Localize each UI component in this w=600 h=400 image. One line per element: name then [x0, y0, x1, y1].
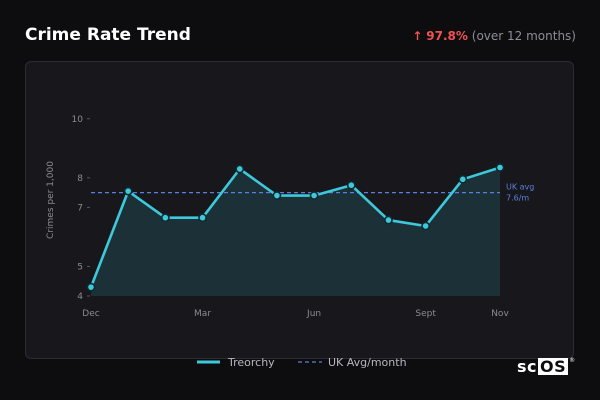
x-tick-label: Nov: [491, 309, 509, 319]
data-point[interactable]: [86, 282, 96, 292]
data-point[interactable]: [160, 213, 170, 223]
data-point[interactable]: [421, 221, 431, 231]
y-tick-label: 5: [77, 262, 83, 272]
y-tick-label: 7: [77, 203, 83, 213]
legend-series-label[interactable]: Treorchy: [227, 356, 275, 369]
y-tick-label: 8: [77, 174, 83, 184]
x-tick-label: Sept: [415, 309, 436, 319]
y-axis: 4 5 7 8 10: [72, 115, 90, 302]
data-point[interactable]: [123, 186, 133, 196]
x-tick-label: Mar: [194, 309, 211, 319]
trend-up-icon: ↑: [412, 29, 423, 43]
change-percent: 97.8%: [426, 29, 468, 43]
data-point[interactable]: [198, 213, 207, 223]
data-point[interactable]: [458, 174, 468, 184]
uk-average-value-label: 7.6/m: [506, 194, 529, 203]
uk-average-label: UK avg: [506, 183, 534, 192]
change-indicator: ↑ 97.8% (over 12 months): [412, 29, 576, 43]
legend-reference-label[interactable]: UK Avg/month: [328, 356, 407, 369]
data-point[interactable]: [346, 180, 356, 190]
series-line-treorchy: [89, 166, 501, 288]
data-point[interactable]: [235, 164, 245, 174]
y-tick-label: 10: [72, 115, 84, 125]
scos-logo: sc OS ®: [517, 357, 576, 376]
data-point[interactable]: [495, 163, 505, 172]
x-tick-label: Dec: [82, 309, 99, 319]
data-point[interactable]: [384, 215, 393, 225]
legend: Treorchy UK Avg/month: [197, 356, 407, 369]
data-points: [86, 163, 505, 292]
chart-title: Crime Rate Trend: [25, 25, 191, 45]
data-point[interactable]: [272, 191, 282, 200]
x-axis: Dec Mar Jun Sept Nov: [82, 309, 509, 319]
y-tick-label: 4: [77, 292, 83, 302]
series-area-fill: [91, 167, 500, 296]
x-tick-label: Jun: [306, 309, 321, 319]
y-axis-label: Crimes per 1,000: [46, 161, 56, 239]
change-period: (over 12 months): [471, 29, 576, 43]
data-point[interactable]: [309, 191, 319, 200]
